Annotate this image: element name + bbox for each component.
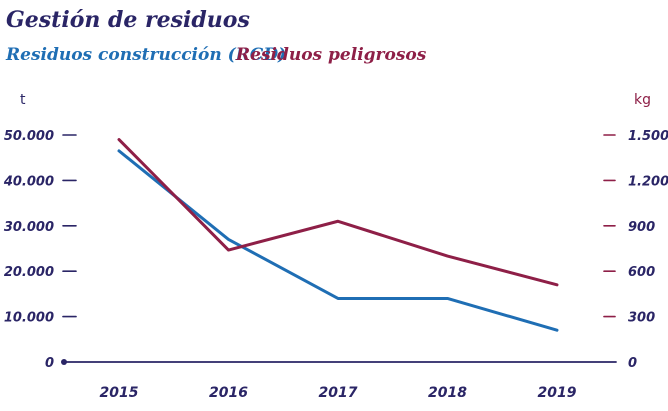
series-lines xyxy=(117,138,559,332)
left-tick-label: 0 xyxy=(45,356,54,371)
x-tick-label: 2016 xyxy=(209,385,248,401)
legend-item-rcd: Residuos construcción (RCD) xyxy=(5,45,286,65)
left-axis-unit: t xyxy=(20,92,26,108)
chart-title: Gestión de residuos xyxy=(6,7,250,33)
left-tick-label: 40.000 xyxy=(3,174,54,189)
x-axis-origin-dot xyxy=(61,359,67,365)
series-line-hazardous xyxy=(117,138,559,287)
left-tick-label: 30.000 xyxy=(4,220,54,235)
series-line-rcd xyxy=(117,149,559,332)
left-axis: 0 10.000 20.000 30.000 40.000 50.000 xyxy=(3,129,77,371)
right-axis: 0 300 600 900 1.200 1.500 xyxy=(603,129,668,371)
left-tick-label: 10.000 xyxy=(4,311,54,326)
right-tick-label: 300 xyxy=(628,311,655,326)
x-tick-label: 2017 xyxy=(319,385,358,401)
x-tick-label: 2018 xyxy=(428,385,467,401)
x-tick-label: 2019 xyxy=(538,385,577,401)
x-tick-label: 2015 xyxy=(100,385,139,401)
x-axis: 2015 2016 2017 2018 2019 xyxy=(61,359,617,401)
right-axis-unit: kg xyxy=(634,92,651,108)
right-tick-label: 1.200 xyxy=(628,174,668,189)
right-tick-label: 900 xyxy=(628,220,655,235)
right-tick-label: 0 xyxy=(628,356,637,371)
left-tick-label: 20.000 xyxy=(4,265,54,280)
right-tick-label: 1.500 xyxy=(628,129,668,144)
left-tick-label: 50.000 xyxy=(4,129,54,144)
legend-item-hazardous: Residuos peligrosos xyxy=(235,45,427,65)
right-tick-label: 600 xyxy=(628,265,655,280)
